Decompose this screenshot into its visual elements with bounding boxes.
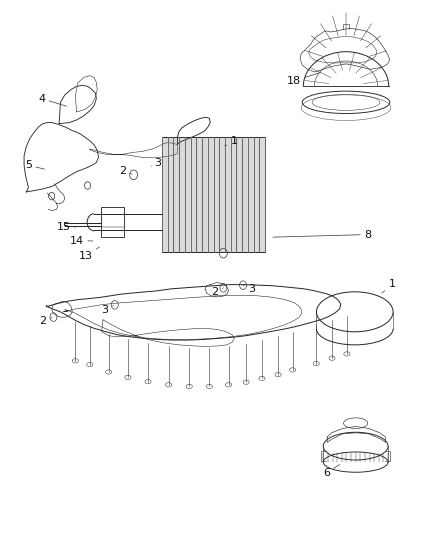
Text: 3: 3 [151,158,161,167]
Text: 1: 1 [382,279,396,293]
Text: 15: 15 [57,222,75,231]
Text: 5: 5 [25,160,45,170]
Text: 1: 1 [225,136,238,146]
Text: 2: 2 [119,166,132,175]
Text: 3: 3 [243,284,255,294]
Text: 2: 2 [211,287,223,297]
Text: 4: 4 [38,94,67,106]
Text: 2: 2 [39,316,52,326]
Text: 6: 6 [323,464,339,478]
Text: 13: 13 [78,247,99,261]
Bar [101,207,124,237]
Bar [162,137,265,252]
Text: 14: 14 [70,236,93,246]
Text: 18: 18 [286,72,321,86]
Text: 3: 3 [102,305,113,315]
Text: 8: 8 [273,230,371,239]
